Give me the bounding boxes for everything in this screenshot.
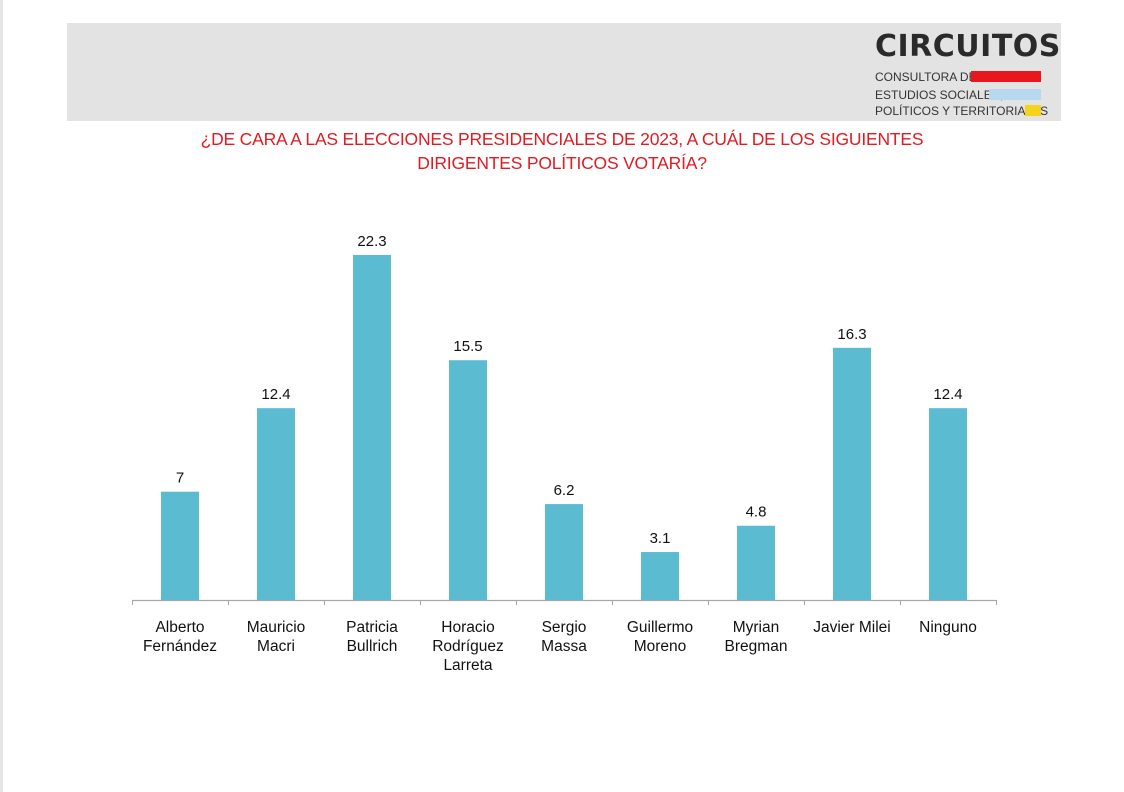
category-label: Ninguno bbox=[919, 619, 977, 636]
category-label: Javier Milei bbox=[813, 619, 891, 636]
bar bbox=[449, 360, 487, 600]
data-label: 3.1 bbox=[650, 530, 671, 547]
bar bbox=[353, 255, 391, 600]
category-label: Massa bbox=[541, 638, 587, 655]
data-label: 12.4 bbox=[933, 386, 962, 403]
category-label: Bregman bbox=[725, 638, 788, 655]
logo-line-2: ESTUDIOS SOCIALES, bbox=[875, 88, 1004, 102]
bar bbox=[545, 504, 583, 600]
category-label: Myrian bbox=[733, 619, 780, 636]
chart-title-line-1: ¿DE CARA A LAS ELECCIONES PRESIDENCIALES… bbox=[200, 129, 924, 149]
category-label: Rodríguez bbox=[432, 638, 504, 655]
data-label: 15.5 bbox=[453, 338, 482, 355]
category-label: Patricia bbox=[346, 619, 398, 636]
category-label: Sergio bbox=[542, 619, 587, 636]
data-label: 4.8 bbox=[746, 504, 767, 521]
logo-line-3: POLÍTICOS Y TERRITORIALES bbox=[875, 104, 1049, 118]
category-label: Guillermo bbox=[627, 619, 693, 636]
chart-title: ¿DE CARA A LAS ELECCIONES PRESIDENCIALES… bbox=[120, 127, 1004, 175]
category-label: Larreta bbox=[443, 657, 492, 674]
bar bbox=[641, 552, 679, 600]
logo-red-bar bbox=[971, 71, 1041, 82]
bar bbox=[737, 525, 775, 600]
data-label: 22.3 bbox=[357, 233, 386, 250]
data-label: 7 bbox=[176, 470, 184, 487]
data-label: 6.2 bbox=[554, 482, 575, 499]
bar bbox=[833, 347, 871, 600]
page-left-edge bbox=[0, 0, 3, 792]
data-label: 16.3 bbox=[837, 326, 866, 343]
category-label: Mauricio bbox=[247, 619, 306, 636]
logo-wordmark: CIRCUITOS bbox=[875, 29, 1061, 64]
bar bbox=[929, 408, 967, 600]
category-label: Moreno bbox=[634, 638, 687, 655]
logo-line-1: CONSULTORA DE bbox=[875, 70, 977, 84]
category-label: Macri bbox=[257, 638, 295, 655]
category-label: Fernández bbox=[143, 638, 217, 655]
category-label: Horacio bbox=[441, 619, 494, 636]
header-band: CIRCUITOS CONSULTORA DE ESTUDIOS SOCIALE… bbox=[67, 23, 1061, 121]
category-label: Alberto bbox=[155, 619, 204, 636]
logo-yellow-bar bbox=[1025, 105, 1041, 116]
circuitos-logo: CIRCUITOS CONSULTORA DE ESTUDIOS SOCIALE… bbox=[875, 29, 1060, 118]
bar bbox=[161, 491, 199, 600]
bar bbox=[257, 408, 295, 600]
data-label: 12.4 bbox=[261, 386, 290, 403]
logo-blue-bar bbox=[989, 89, 1041, 100]
chart-title-line-2: DIRIGENTES POLÍTICOS VOTARÍA? bbox=[417, 153, 707, 173]
category-label: Bullrich bbox=[347, 638, 398, 655]
